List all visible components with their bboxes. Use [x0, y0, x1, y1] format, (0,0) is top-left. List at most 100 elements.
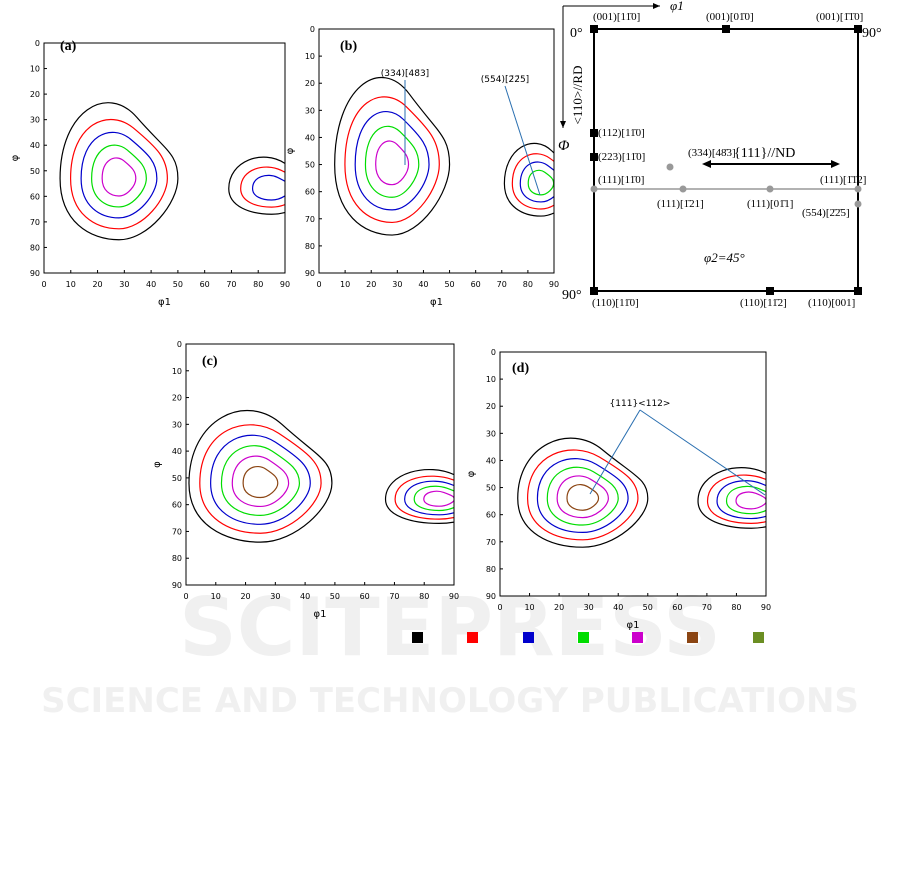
orientation-point — [666, 163, 674, 171]
x-tick-label: 70 — [226, 280, 236, 289]
x-tick-label: 50 — [173, 280, 183, 289]
orientation-point — [590, 25, 598, 33]
panel-label: (d) — [512, 361, 529, 376]
y-tick-label: 30 — [305, 106, 315, 115]
legend-swatch — [467, 632, 478, 643]
orientation-point — [590, 185, 598, 193]
orientation-label: (111)[1̄1̄2] — [820, 174, 866, 186]
y-tick-label: 90 — [172, 581, 182, 590]
watermark: SCITEPRESS SCIENCE AND TECHNOLOGY PUBLIC… — [41, 581, 859, 721]
contour — [220, 445, 301, 516]
y-tick-label: 20 — [486, 402, 496, 411]
legend-swatch — [753, 632, 764, 643]
annotation: (554)[2̄2̄5] — [481, 75, 529, 85]
x-tick-label: 80 — [731, 603, 741, 612]
orientation-label: (110)[11̄2] — [740, 297, 787, 309]
contour — [101, 157, 137, 197]
y-tick-label: 90 — [305, 269, 315, 278]
y-tick-label: 20 — [305, 79, 315, 88]
contour — [536, 458, 629, 534]
y-tick-label: 60 — [486, 511, 496, 520]
y-tick-label: 50 — [30, 167, 40, 176]
y-tick-label: 10 — [172, 367, 182, 376]
contour — [354, 110, 430, 211]
panel-label: (c) — [202, 354, 218, 369]
y-tick-label: 80 — [486, 565, 496, 574]
orientation-point — [590, 129, 598, 137]
x-tick-label: 70 — [389, 592, 399, 601]
x-axis-label: φ1 — [158, 297, 171, 308]
contour — [706, 474, 766, 524]
x-tick-label: 10 — [524, 603, 534, 612]
x-tick-label: 10 — [211, 592, 221, 601]
x-tick-label: 10 — [66, 280, 76, 289]
y-axis-label: φ — [152, 461, 163, 468]
y-tick-label: 40 — [30, 141, 40, 150]
contour — [188, 409, 333, 543]
contour — [503, 142, 554, 217]
y-tick-label: 40 — [172, 447, 182, 456]
contours — [59, 102, 285, 241]
x-tick-label: 0 — [497, 603, 502, 612]
x-tick-label: 70 — [497, 280, 507, 289]
orientation-point — [854, 287, 862, 295]
y-tick-label: 90 — [486, 592, 496, 601]
y-tick-label: 40 — [305, 133, 315, 142]
x-tick-label: 0 — [41, 280, 46, 289]
y-tick-label: 70 — [305, 215, 315, 224]
x-tick-label: 80 — [253, 280, 263, 289]
orientation-point — [722, 25, 730, 33]
contour — [228, 156, 285, 215]
corner-label: 90° — [862, 26, 882, 41]
arrow-head — [560, 121, 566, 128]
y-tick-label: 30 — [30, 116, 40, 125]
x-tick-label: 90 — [449, 592, 459, 601]
contour — [526, 449, 639, 541]
orientation-label: (001)[1̄1̄0] — [816, 11, 863, 23]
contour — [199, 424, 322, 534]
x-tick-label: 40 — [300, 592, 310, 601]
orientation-point — [590, 287, 598, 295]
y-tick-label: 50 — [305, 161, 315, 170]
nd-label: {111}//ND — [734, 146, 795, 161]
corner-label: 90° — [562, 288, 582, 303]
annotation-arrow — [504, 85, 541, 196]
y-tick-label: 80 — [30, 243, 40, 252]
orientation-label: (334)[48̄3] — [688, 147, 736, 159]
y-tick-label: 0 — [177, 340, 182, 349]
arrow-head — [653, 3, 660, 9]
contour — [519, 161, 554, 203]
orientation-label: (111)[01̄1] — [747, 198, 793, 210]
contour — [423, 490, 454, 507]
contour — [566, 483, 600, 511]
contour — [80, 131, 158, 219]
annotation: {111}<112> — [610, 399, 671, 409]
y-axis-label: φ — [285, 147, 296, 154]
legend-swatch — [523, 632, 534, 643]
y-axis-label: φ — [466, 470, 477, 477]
panel-label: (a) — [60, 39, 77, 54]
annotation: (334)[48̄3] — [381, 69, 429, 79]
x-tick-label: 30 — [584, 603, 594, 612]
y-tick-label: 50 — [172, 474, 182, 483]
x-tick-label: 60 — [672, 603, 682, 612]
y-tick-label: 70 — [172, 527, 182, 536]
contour — [527, 169, 554, 196]
contour — [69, 119, 168, 230]
y-tick-label: 20 — [30, 90, 40, 99]
x-axis-label: φ1 — [627, 620, 640, 631]
watermark-subtitle: SCIENCE AND TECHNOLOGY PUBLICATIONS — [41, 681, 859, 721]
orientation-point — [854, 200, 862, 208]
y-axis-label: φ — [10, 154, 21, 161]
contour — [546, 466, 619, 526]
axis-label: φ1 — [670, 0, 684, 13]
y-tick-label: 10 — [486, 375, 496, 384]
corner-label: 0° — [570, 26, 583, 41]
contours — [334, 76, 554, 236]
orientation-label: (112)[11̄0] — [598, 127, 645, 139]
plot-frame — [185, 343, 455, 586]
contour — [251, 174, 285, 201]
y-tick-label: 0 — [35, 39, 40, 48]
y-tick-label: 30 — [172, 420, 182, 429]
